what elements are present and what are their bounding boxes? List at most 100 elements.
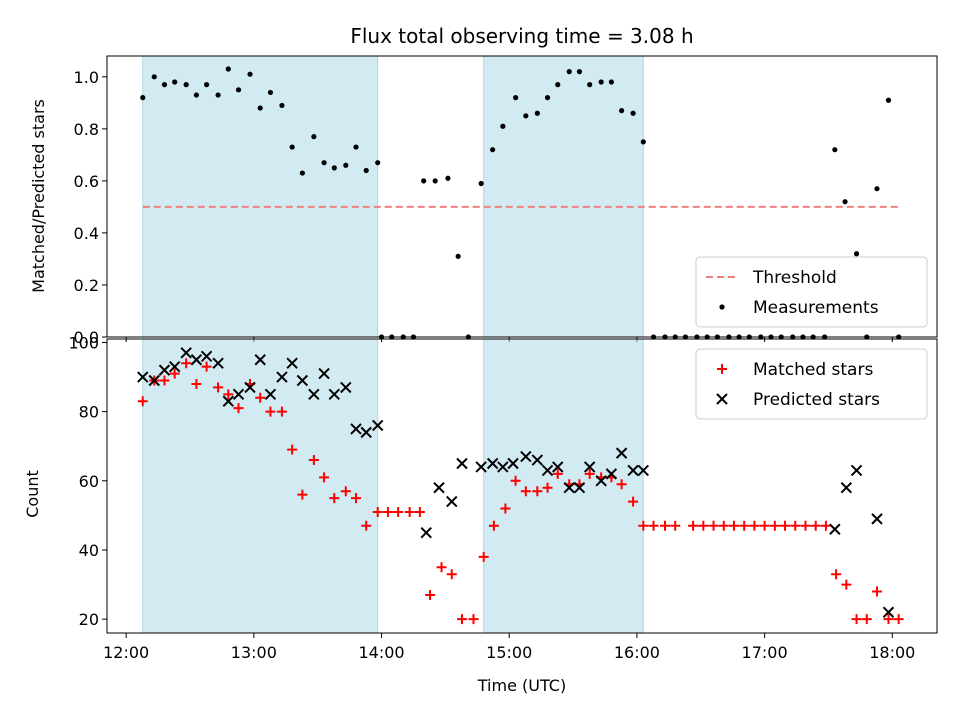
measurement-point-17 [321, 160, 327, 166]
predicted-star-point-7 [212, 357, 224, 369]
measurement-point-18 [331, 165, 337, 171]
top-axes-frame [106, 55, 938, 338]
matched-star-point-14 [287, 444, 298, 455]
matched-star-point-11 [255, 392, 266, 403]
matched-star-point-62 [800, 520, 811, 531]
matched-star-point-4 [181, 358, 192, 369]
matched-star-point-2 [159, 375, 170, 386]
predicted-star-point-25 [446, 495, 458, 508]
matched-star-point-9 [233, 403, 244, 414]
matched-star-point-28 [436, 562, 447, 573]
predicted-star-point-29 [497, 461, 509, 473]
predicted-star-point-3 [168, 360, 181, 373]
measurement-point-46 [630, 110, 636, 116]
measurement-point-10 [247, 71, 253, 77]
measurement-point-29 [445, 175, 451, 181]
matched-star-point-69 [871, 586, 882, 597]
measurement-point-66 [842, 199, 848, 205]
measurement-point-13 [279, 102, 285, 109]
matched-star-point-52 [698, 520, 709, 531]
measurement-point-36 [523, 113, 529, 119]
matched-star-point-50 [670, 520, 681, 531]
measurement-point-21 [363, 167, 369, 174]
matched-star-point-66 [841, 579, 852, 590]
matched-star-point-68 [861, 614, 872, 625]
predicted-star-point-35 [563, 482, 575, 494]
top-legend-label-0: Threshold [752, 268, 837, 288]
matched-star-point-67 [851, 614, 862, 625]
top-y-axis-label: Matched/Predicted stars [29, 99, 48, 293]
predicted-star-point-10 [244, 381, 256, 394]
matched-star-point-57 [749, 520, 760, 531]
matched-star-point-21 [361, 520, 372, 531]
bottom-panel: 20 40 60 80 100 12:00 13:00 14:00 15:00 16:00 17:0… [68, 333, 938, 662]
measurement-point-15 [299, 170, 305, 176]
predicted-star-point-40 [615, 447, 628, 459]
bottom-y-axis-label: Count [23, 470, 42, 518]
matched-star-point-12 [265, 406, 276, 417]
matched-star-point-61 [790, 520, 801, 531]
predicted-star-point-41 [627, 464, 639, 477]
measurement-point-4 [183, 82, 189, 88]
top-shaded-interval-1 [483, 55, 644, 338]
matched-star-point-60 [780, 520, 791, 531]
predicted-star-point-9 [232, 388, 245, 401]
matched-star-point-29 [446, 569, 457, 580]
predicted-star-point-22 [372, 419, 384, 432]
matched-star-point-5 [191, 378, 202, 389]
x-tick-label-1: 13:00 [231, 643, 277, 662]
x-tick-label-6: 18:00 [869, 643, 915, 662]
bottom-legend-label-1: Predicted stars [753, 390, 880, 410]
matched-star-point-51 [688, 520, 699, 531]
measurement-point-28 [432, 178, 438, 184]
predicted-star-point-14 [286, 357, 298, 369]
matched-star-point-26 [414, 506, 425, 517]
matched-star-point-39 [552, 468, 563, 479]
measurement-point-70 [885, 97, 892, 103]
measurement-point-45 [619, 108, 625, 114]
matched-star-point-70 [883, 614, 894, 625]
matched-star-point-13 [276, 406, 287, 417]
bottom-shaded-interval-1 [483, 338, 644, 634]
measurement-point-20 [353, 144, 359, 150]
measurement-point-0 [140, 95, 146, 101]
chart-title: Flux total observing time = 3.08 h [350, 24, 693, 48]
measurement-point-legend [719, 304, 725, 310]
measurement-point-11 [257, 105, 263, 111]
predicted-star-point-32 [531, 454, 544, 466]
x-tick-label-5: 17:00 [742, 643, 788, 662]
predicted-star-point-24 [433, 482, 445, 494]
matched-star-point-71 [893, 614, 904, 625]
measurement-point-32 [478, 180, 484, 187]
bottom-y-tick-label-4: 100 [68, 333, 99, 352]
predicted-star-point-16 [308, 388, 320, 401]
matched-star-point-24 [393, 506, 404, 517]
measurement-point-5 [193, 92, 199, 98]
top-y-tick-label-4: 0.8 [74, 120, 99, 139]
matched-star-point-46 [628, 496, 639, 507]
predicted-star-point-43 [829, 523, 841, 535]
matched-star-point-33 [488, 520, 499, 531]
predicted-star-point-legend [716, 393, 728, 405]
measurement-point-38 [544, 95, 551, 101]
matched-star-point-49 [660, 520, 671, 531]
matched-star-point-23 [382, 506, 393, 517]
matched-star-point-25 [404, 506, 415, 517]
x-tick-label-3: 15:00 [486, 643, 532, 662]
bottom-shaded-interval-0 [142, 338, 379, 634]
predicted-star-point-0 [137, 371, 149, 383]
measurement-point-43 [598, 79, 604, 85]
top-shaded-interval-0 [142, 55, 379, 338]
matched-star-point-42 [584, 468, 595, 479]
measurement-point-37 [534, 110, 540, 116]
top-y-tick-label-2: 0.4 [74, 224, 99, 243]
predicted-star-point-34 [552, 461, 564, 473]
top-y-tick-label-0: 0.0 [74, 328, 99, 347]
matched-star-point-37 [532, 486, 543, 497]
bottom-legend: Matched stars Predicted stars [695, 348, 928, 420]
top-y-tick-label-1: 0.2 [74, 276, 99, 295]
x-tick-label-2: 14:00 [358, 643, 404, 662]
matched-star-point-22 [372, 506, 383, 517]
measurement-point-2 [161, 82, 168, 88]
measurement-point-7 [215, 92, 221, 98]
